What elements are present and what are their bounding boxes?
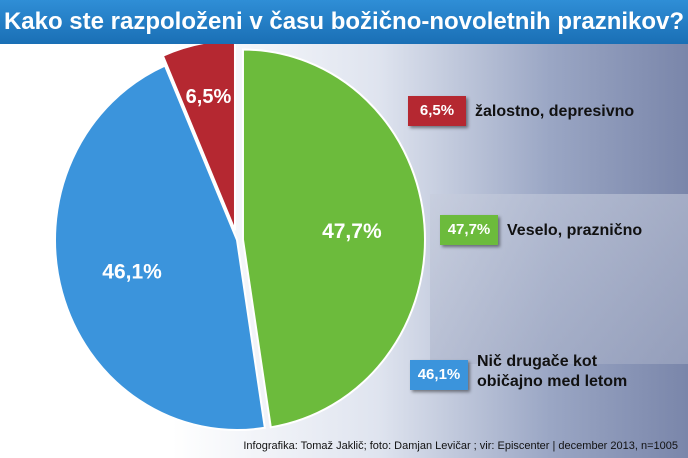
legend-swatch-usual: 46,1% (410, 360, 468, 390)
legend-label-sad: žalostno, depresivno (475, 103, 635, 120)
legend-swatch-sad: 6,5% (408, 96, 466, 126)
pie-label-usual: 46,1% (102, 261, 162, 284)
pie-label-sad: 6,5% (186, 86, 232, 108)
legend-swatch-happy: 47,7% (440, 215, 498, 245)
legend-label-happy: Veselo, praznično (507, 222, 643, 239)
legend-label-usual: Nič drugače kot običajno med letom (477, 353, 628, 390)
pie-slice-happy (241, 48, 426, 429)
chart-title: Kako ste razpoloženi v času božično-novo… (0, 0, 688, 44)
pie-slice-usual (54, 64, 266, 431)
pie-label-happy: 47,7% (322, 220, 382, 243)
credit-line: Infografika: Tomaž Jaklič; foto: Damjan … (243, 440, 678, 452)
pie-chart: 6,5% 47,7% 46,1% (54, 44, 426, 431)
pie-slice-sad (161, 44, 236, 231)
